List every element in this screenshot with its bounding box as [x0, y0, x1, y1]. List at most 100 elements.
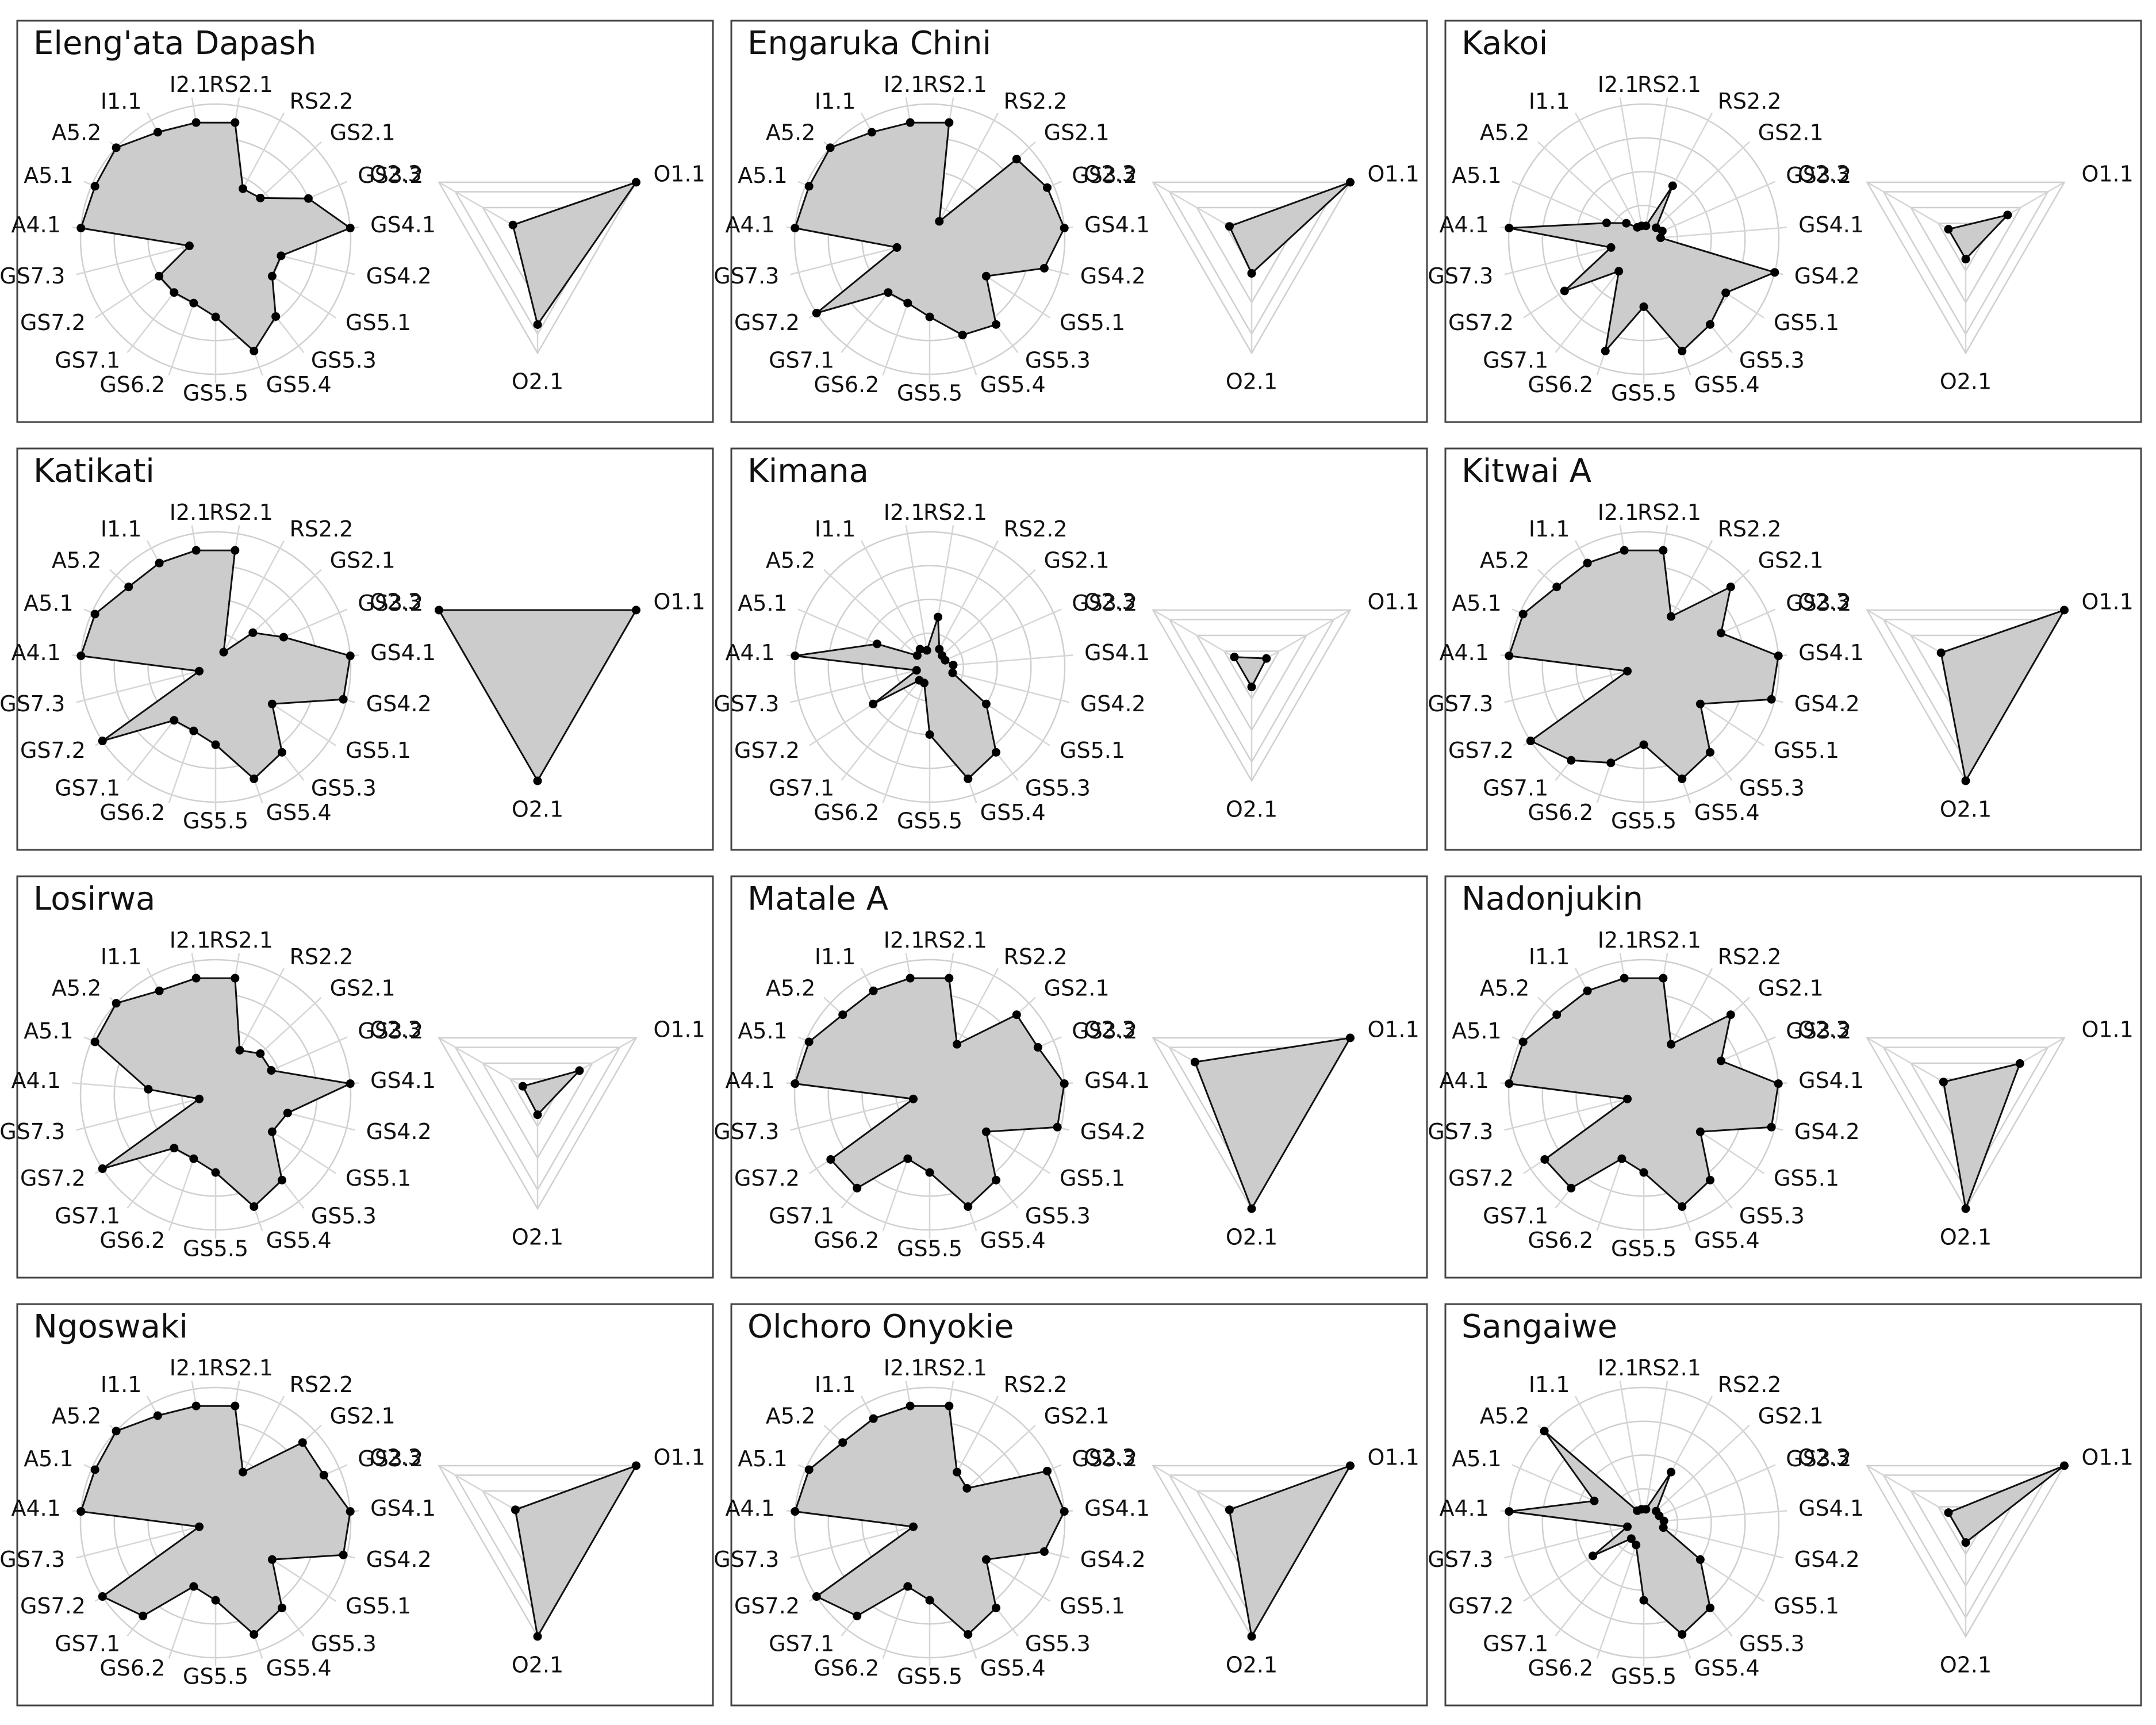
axis-label-gs2-1: GS2.1 — [330, 548, 396, 573]
axis-label-gs7-1: GS7.1 — [769, 1631, 834, 1657]
data-point-gs7-2 — [812, 309, 821, 318]
outcome-axis-label-o2-1: O2.1 — [1226, 1653, 1278, 1678]
axis-label-gs5-4: GS5.4 — [980, 800, 1046, 825]
outcome-data-area — [1233, 656, 1268, 688]
axis-label-gs7-3: GS7.3 — [713, 263, 779, 289]
axis-label-gs2-1: GS2.1 — [1044, 120, 1110, 145]
panel-kimana: Kimana RS2.1 RS2.2 GS2.1 GS3.2 GS4.1 GS4.2 GS5.… — [713, 447, 1428, 851]
outcome-radar: O1.1 O2.1 O2.3 — [1798, 162, 2134, 394]
data-point-gs6-2 — [1601, 346, 1610, 355]
axis-label-gs5-4: GS5.4 — [1694, 1228, 1760, 1253]
data-point-gs7-1 — [884, 288, 893, 297]
data-point-gs4-1 — [346, 224, 355, 233]
main-radar: RS2.1 RS2.2 GS2.1 GS3.2 GS4.1 GS4.2 GS5.1 GS5.3… — [1428, 500, 1864, 833]
outcome-axis-label-o2-3: O2.3 — [1798, 1445, 1850, 1470]
outcome-radar: O1.1 O2.1 O2.3 — [1084, 162, 1420, 394]
data-area — [794, 121, 1065, 336]
data-point-a5-2 — [124, 582, 133, 592]
outcome-axis-label-o1-1: O1.1 — [653, 162, 705, 187]
data-point-gs5-1 — [267, 1127, 277, 1136]
panel-title: Eleng'ata Dapash — [33, 25, 316, 62]
outcome-axis-label-o1-1: O1.1 — [653, 1445, 705, 1470]
panel-sangaiwe: Sangaiwe RS2.1 RS2.2 GS2.1 GS3.2 GS4.1 GS4.2 GS… — [1428, 1303, 2142, 1707]
outcome-radar: O1.1 O2.1 O2.3 — [1084, 1017, 1420, 1250]
data-point-gs2-1 — [1726, 582, 1735, 592]
outcome-axis-label-o1-1: O1.1 — [2081, 589, 2133, 615]
outcome-point-o1-1 — [1262, 654, 1271, 663]
grid-spoke — [929, 608, 1062, 668]
panel-title: Nadonjukin — [1461, 880, 1643, 918]
axis-label-gs7-2: GS7.2 — [734, 1593, 800, 1619]
grid-spoke — [1504, 666, 1644, 703]
axis-label-i2-1: I2.1 — [1598, 500, 1639, 525]
outcome-data-area — [521, 1070, 581, 1116]
grid-spoke — [790, 1521, 930, 1559]
outcome-point-o2-1 — [1961, 1538, 1970, 1547]
data-point-a4-1 — [1505, 651, 1514, 661]
axis-label-a5-1: A5.1 — [1452, 163, 1501, 188]
axis-label-gs7-2: GS7.2 — [734, 738, 800, 763]
data-point-gs7-1 — [915, 676, 924, 685]
axis-label-gs5-4: GS5.4 — [266, 372, 332, 397]
axis-label-gs5-1: GS5.1 — [346, 1166, 411, 1191]
outcome-data-area — [1194, 1037, 1351, 1210]
data-point-gs5-3 — [1705, 747, 1714, 757]
outcome-point-o1-1 — [2003, 210, 2012, 220]
data-point-gs7-3 — [1623, 1522, 1632, 1531]
data-point-gs5-3 — [1705, 320, 1714, 329]
main-radar: RS2.1 RS2.2 GS2.1 GS3.2 GS4.1 GS4.2 GS5.1 GS5.3… — [0, 1355, 436, 1689]
data-point-gs3-2 — [279, 632, 288, 642]
data-point-gs7-1 — [170, 288, 179, 297]
axis-label-gs4-2: GS4.2 — [366, 691, 432, 716]
data-point-gs3-2 — [267, 1066, 276, 1075]
outcome-point-o2-1 — [1247, 269, 1256, 278]
outcome-point-o2-3 — [511, 1505, 520, 1515]
outcome-axis-label-o1-1: O1.1 — [653, 589, 705, 615]
outcome-point-o2-3 — [1230, 653, 1239, 662]
outcome-grid-ring — [1195, 634, 1308, 732]
data-point-gs3-2 — [319, 1470, 328, 1479]
axis-label-gs3-2: GS3.2 — [1072, 591, 1137, 616]
axis-label-gs4-2: GS4.2 — [366, 1547, 432, 1572]
panel-katikati: Katikati RS2.1 RS2.2 GS2.1 GS3.2 GS4.1 GS4.2 GS… — [0, 447, 714, 851]
data-point-a5-2 — [1552, 1010, 1562, 1019]
axis-label-i2-1: I2.1 — [170, 72, 211, 97]
axis-label-gs7-2: GS7.2 — [1448, 310, 1514, 335]
panel-engaruka-chini: Engaruka Chini RS2.1 RS2.2 GS2.1 GS3.2 GS4.1 G… — [713, 20, 1428, 423]
data-area — [794, 1405, 1065, 1635]
data-point-a5-2 — [1622, 218, 1631, 228]
outcome-axis-label-o2-3: O2.3 — [1798, 1017, 1850, 1042]
outcome-axis-label-o1-1: O1.1 — [2081, 1445, 2133, 1470]
axis-label-gs4-2: GS4.2 — [1080, 1547, 1146, 1572]
data-point-gs4-1 — [1656, 233, 1665, 243]
data-point-gs5-3 — [991, 1603, 1000, 1612]
axis-label-gs4-2: GS4.2 — [366, 263, 432, 289]
axis-label-rs2-1: RS2.1 — [209, 927, 273, 953]
axis-label-gs6-2: GS6.2 — [1528, 800, 1593, 825]
data-point-gs4-2 — [1053, 1122, 1062, 1132]
data-point-gs5-4 — [1678, 346, 1687, 355]
data-point-i1-1 — [1583, 558, 1592, 568]
data-point-i1-1 — [1583, 986, 1592, 995]
axis-label-rs2-2: RS2.2 — [290, 516, 354, 542]
data-point-a4-1 — [1505, 1507, 1514, 1516]
axis-label-rs2-2: RS2.2 — [1004, 516, 1068, 542]
data-point-gs7-2 — [98, 737, 107, 746]
data-point-gs4-1 — [949, 661, 958, 670]
outcome-axis-label-o2-1: O2.1 — [1226, 797, 1278, 822]
axis-label-a5-2: A5.2 — [766, 120, 815, 145]
outcome-data-area — [512, 181, 637, 325]
data-point-gs5-5 — [211, 1596, 220, 1605]
axis-label-gs3-2: GS3.2 — [1072, 1018, 1137, 1044]
data-point-gs3-2 — [1042, 1466, 1052, 1475]
data-point-gs5-5 — [1639, 302, 1648, 311]
axis-label-a4-1: A4.1 — [1439, 640, 1489, 665]
data-point-gs7-2 — [98, 1592, 107, 1601]
outcome-axis-label-o2-1: O2.1 — [1940, 1225, 1992, 1250]
axis-label-rs2-1: RS2.1 — [209, 500, 273, 525]
data-point-gs7-1 — [170, 1144, 179, 1153]
outcome-data-area — [1228, 181, 1351, 274]
outcome-data-area — [1942, 1063, 2021, 1210]
outcome-grid-ring — [1909, 1490, 2022, 1588]
data-point-rs2-1 — [945, 118, 954, 127]
